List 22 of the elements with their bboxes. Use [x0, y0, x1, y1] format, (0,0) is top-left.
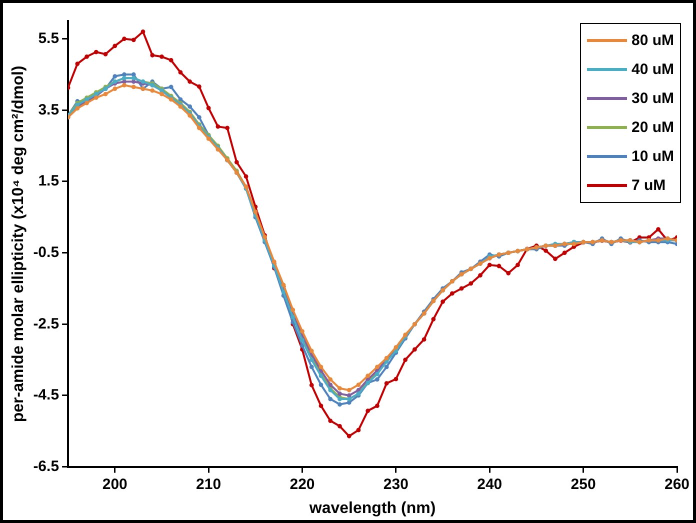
x-tick-label: 250 — [570, 476, 596, 493]
x-tick-label: 200 — [102, 476, 128, 493]
y-tick-label: -6.5 — [33, 458, 60, 475]
x-tick-label: 210 — [196, 476, 222, 493]
legend-label: 20 uM — [631, 119, 674, 136]
x-tick-label: 220 — [290, 476, 315, 493]
x-tick-label: 260 — [664, 476, 690, 493]
y-tick-label: -2.5 — [33, 315, 60, 332]
legend-label: 30 uM — [631, 90, 674, 107]
y-tick-label: 1.5 — [38, 172, 60, 190]
y-tick-label: 3.5 — [38, 101, 60, 118]
legend-label: 10 uM — [631, 148, 674, 165]
x-axis-title: wavelength (nm) — [308, 500, 436, 517]
y-tick-label: -4.5 — [33, 386, 60, 404]
legend-label: 40 uM — [631, 61, 674, 78]
legend-label: 80 uM — [631, 32, 674, 49]
legend-label: 7 uM — [631, 177, 666, 194]
x-tick-label: 240 — [477, 476, 502, 493]
x-tick-label: 230 — [383, 476, 408, 493]
y-tick-label: -0.5 — [33, 244, 60, 261]
y-axis-title: per-amide molar ellipticity (x10⁴ deg cm²/dmol) — [10, 66, 28, 422]
y-tick-label: 5.5 — [38, 30, 60, 47]
